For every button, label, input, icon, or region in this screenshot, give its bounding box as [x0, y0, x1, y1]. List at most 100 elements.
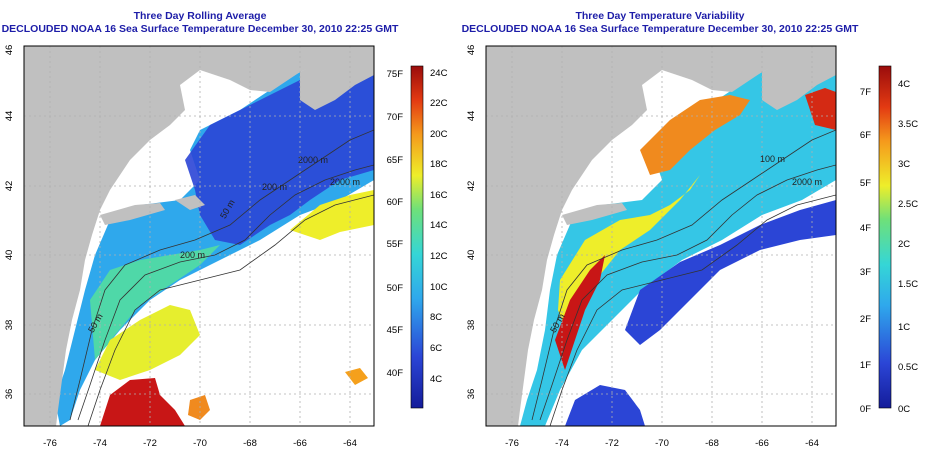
left-nova-scotia-land: [300, 48, 374, 110]
left-x-tick-3: -72: [143, 438, 157, 449]
right-x-tick-7: -64: [805, 438, 819, 449]
right-x-tick-1: -76: [505, 438, 519, 449]
left-isobaths: [69, 129, 374, 426]
right-x-tick-5: -68: [705, 438, 719, 449]
right-y-tick-1: 36: [466, 389, 477, 400]
right-cb-f-2: 6F: [860, 130, 871, 141]
right-isobath-200m: [539, 164, 836, 421]
left-cb-c-6: 14C: [430, 220, 448, 231]
left-long-island: [100, 203, 165, 225]
right-cb-c-6: 1.5C: [898, 279, 918, 290]
left-map-subtitle: DECLOUDED NOAA 16 Sea Surface Temperatur…: [1, 23, 399, 35]
right-cb-c-2: 3.5C: [898, 119, 918, 130]
left-map-title: Three Day Rolling Average: [133, 10, 267, 22]
right-variability-red-ne: [805, 88, 836, 130]
right-x-tick-6: -66: [755, 438, 769, 449]
left-contour-label-4: 200 m: [262, 182, 287, 192]
right-cb-c-1: 4C: [898, 79, 910, 90]
left-y-tick-2: 38: [4, 320, 15, 331]
left-x-tick-2: -74: [93, 438, 107, 449]
right-variability-field: [520, 55, 836, 426]
left-isobath-2000m: [87, 194, 374, 426]
left-x-tick-7: -64: [343, 438, 357, 449]
left-cb-c-8: 10C: [430, 282, 448, 293]
left-colorbar: 75F 70F 65F 60F 55F 50F 45F 40F 24C 22C …: [387, 65, 448, 409]
left-cb-f-7: 45F: [387, 325, 404, 336]
right-cb-f-7: 1F: [860, 360, 871, 371]
right-cb-f-1: 7F: [860, 87, 871, 98]
right-x-tick-3: -72: [605, 438, 619, 449]
right-cb-c-8: 0.5C: [898, 362, 918, 373]
left-isobath-50m: [69, 129, 374, 421]
left-cb-c-4: 18C: [430, 159, 448, 170]
right-cb-f-3: 5F: [860, 178, 871, 189]
left-cb-c-2: 22C: [430, 98, 448, 109]
left-contour-label-1: 2000 m: [298, 155, 328, 165]
left-y-tick-3: 40: [4, 250, 15, 261]
right-y-tick-4: 42: [466, 181, 477, 192]
right-variability-orange-shelf: [640, 95, 750, 175]
right-nova-scotia-land: [762, 48, 836, 110]
left-sst-orange-eddy: [188, 395, 210, 420]
left-y-tick-4: 42: [4, 181, 15, 192]
right-map: 100 m 2000 m 50 m -76 -74 -72 -70 -68 -6…: [466, 45, 837, 449]
right-contour-label-1: 100 m: [760, 154, 785, 164]
left-cb-f-2: 70F: [387, 112, 404, 123]
left-y-tick-6: 46: [4, 45, 15, 56]
right-x-tick-4: -70: [655, 438, 669, 449]
left-x-tick-6: -66: [293, 438, 307, 449]
left-cape-cod: [175, 195, 205, 210]
right-isobath-2000m: [549, 194, 836, 426]
left-contour-label-6: 2000 m: [330, 177, 360, 187]
left-cb-c-1: 24C: [430, 68, 448, 79]
right-coastline-land: [486, 46, 836, 426]
right-cb-f-6: 2F: [860, 314, 871, 325]
right-long-island: [562, 203, 627, 225]
right-x-tick-2: -74: [555, 438, 569, 449]
right-y-tick-5: 44: [466, 111, 477, 122]
left-isobath-200m: [77, 164, 374, 421]
right-variability-red-band: [555, 255, 605, 370]
left-cb-f-4: 60F: [387, 197, 404, 208]
right-cb-c-3: 3C: [898, 159, 910, 170]
left-sst-gulf-stream: [100, 378, 185, 426]
right-y-tick-3: 40: [466, 250, 477, 261]
left-graticule: [24, 46, 374, 426]
left-sst-orange-patch: [345, 368, 368, 385]
left-cb-c-5: 16C: [430, 190, 448, 201]
left-cb-f-5: 55F: [387, 239, 404, 250]
left-cb-f-6: 50F: [387, 283, 404, 294]
right-isobath-50m: [531, 129, 836, 421]
left-cb-f-1: 75F: [387, 69, 404, 80]
left-cb-c-11: 4C: [430, 374, 442, 385]
left-sst-deep-blue: [185, 60, 374, 245]
right-cb-c-9: 0C: [898, 404, 910, 415]
right-graticule: [486, 46, 836, 426]
left-y-tick-1: 36: [4, 389, 15, 400]
right-map-title: Three Day Temperature Variability: [575, 10, 745, 22]
left-sst-yellow-slope: [95, 305, 200, 380]
right-variability-blue-offshore: [625, 200, 836, 345]
right-colorbar: 7F 6F 5F 4F 3F 2F 1F 0F 4C 3.5C 3C 2.5C …: [860, 65, 918, 415]
left-cb-c-10: 6C: [430, 343, 442, 354]
right-cb-f-8: 0F: [860, 404, 871, 415]
right-map-subtitle: DECLOUDED NOAA 16 Sea Surface Temperatur…: [461, 23, 859, 35]
left-map: 2000 m 200 m 50 m 200 m 50 m 2000 m -76 …: [4, 45, 375, 449]
right-cb-c-5: 2C: [898, 239, 910, 250]
right-cb-f-4: 4F: [860, 223, 871, 234]
left-coastline-land: [24, 46, 374, 426]
right-variability-blue-south: [565, 385, 645, 426]
left-x-tick-4: -70: [193, 438, 207, 449]
left-x-tick-1: -76: [43, 438, 57, 449]
left-cb-c-9: 8C: [430, 312, 442, 323]
left-cb-c-7: 12C: [430, 251, 448, 262]
left-sst-warm-water: [290, 190, 374, 240]
right-cb-f-5: 3F: [860, 267, 871, 278]
right-y-tick-2: 38: [466, 320, 477, 331]
left-x-tick-5: -68: [243, 438, 257, 449]
right-contour-label-2: 2000 m: [792, 177, 822, 187]
right-cb-c-4: 2.5C: [898, 199, 918, 210]
left-cb-c-3: 20C: [430, 129, 448, 140]
left-cb-f-8: 40F: [387, 368, 404, 379]
